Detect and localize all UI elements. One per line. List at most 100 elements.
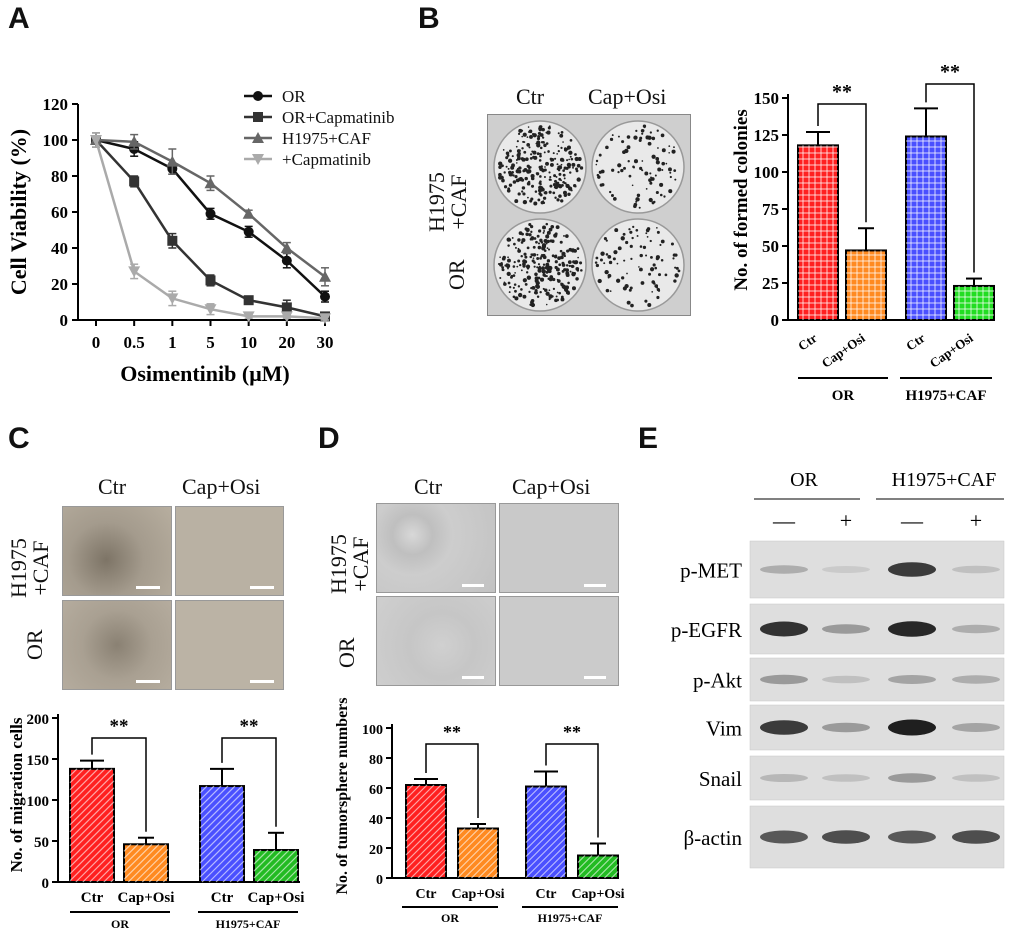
pattern-line [525,786,548,808]
colony [550,224,555,229]
colony [560,179,563,182]
colony [557,132,560,135]
y-tick-label: 0 [42,876,50,892]
colony [551,277,555,281]
pattern-line [69,808,115,854]
colony [574,156,579,162]
pattern-line [405,814,447,856]
colony [518,166,522,170]
colony [529,134,533,139]
colony [538,159,542,162]
colony [626,145,631,150]
y-tick-label: 80 [51,167,68,186]
colony [555,175,558,178]
colony [503,282,507,286]
pattern-line [201,839,245,883]
colony [545,303,548,306]
protein-label: p-EGFR [671,618,742,642]
colony [651,290,654,293]
bar-pattern [123,843,169,883]
group-label: OR [441,911,459,925]
data-point [320,291,330,302]
colony [520,254,523,258]
colony [518,231,523,235]
colony [562,141,564,143]
colony [498,165,502,170]
colony [502,149,505,151]
pattern-line [123,843,146,866]
pattern-line [525,830,567,871]
colony [595,163,598,166]
pattern-line [577,855,586,863]
colony [521,238,526,243]
pattern-line [69,801,115,847]
pattern-line [457,828,480,850]
colony [520,129,524,132]
colony [561,251,566,256]
colony [529,255,533,259]
colony [506,263,510,267]
colony [546,259,551,263]
colony [508,183,513,187]
colony [665,162,668,165]
pattern-line [141,855,169,883]
colony [569,171,572,174]
colony [530,230,533,233]
bar-pattern [577,855,619,879]
colony [673,253,676,256]
colony [641,132,644,135]
data-point [128,266,141,278]
colony [573,248,577,253]
colony [657,147,659,149]
colony [537,199,540,202]
colony-plate-wells [493,120,685,312]
colony [513,283,517,286]
category-label: Cap+Osi [118,890,175,906]
colony [598,153,602,157]
colony [565,273,570,278]
pattern-line [199,818,245,864]
colony [530,184,535,188]
category-label: Ctr [81,890,104,906]
colony [599,258,603,262]
protein-label: p-MET [680,559,742,583]
group-label: H1975+CAF [216,917,281,931]
colony [635,197,640,202]
colony [558,194,562,198]
group-label: H1975+CAF [905,388,986,404]
pattern-line [410,842,447,879]
pattern-line [199,790,245,836]
colony [499,262,504,267]
pattern-line [405,784,435,814]
colony [538,181,542,185]
colony [635,228,639,232]
colony [535,284,541,289]
data-point [204,304,217,316]
colony [622,232,626,236]
colony [507,281,511,285]
protein-label: Snail [699,767,742,791]
colony [525,264,531,269]
y-axis-title: No. of tumorsphere numbers [334,697,351,894]
colony [543,192,546,194]
colony [567,260,572,265]
colony [595,263,600,268]
series-2 [90,132,331,287]
colony [627,160,630,163]
colony [511,171,514,174]
pattern-line [69,768,85,784]
colony [649,239,652,243]
colony [576,247,580,250]
colony [543,230,546,232]
colony [656,129,659,132]
blot-band [952,675,1000,684]
colony [620,236,625,241]
colony [628,174,632,178]
pattern-line [539,851,567,879]
colony [522,262,526,267]
colony [533,237,537,240]
colony [656,226,658,229]
colony [521,147,524,150]
colony [527,180,531,184]
